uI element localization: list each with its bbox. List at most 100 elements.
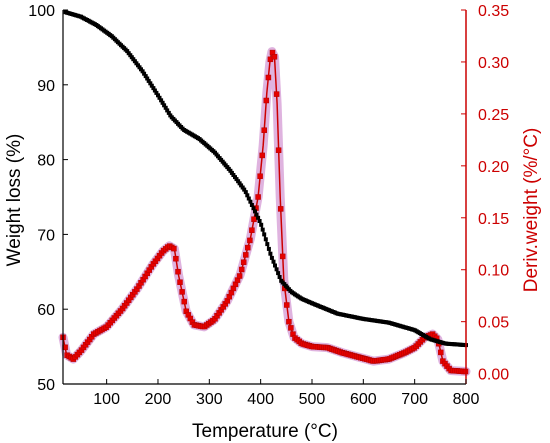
weight-point xyxy=(242,187,247,192)
x-tick-label: 300 xyxy=(196,391,223,408)
weight-point xyxy=(157,95,162,100)
weight-point xyxy=(276,271,281,276)
weight-point xyxy=(248,199,253,204)
y-left-tick-label: 100 xyxy=(28,3,55,20)
weight-point xyxy=(256,215,261,220)
derivative-point xyxy=(259,152,265,159)
x-tick-label: 700 xyxy=(401,391,428,408)
weight-point xyxy=(251,206,256,211)
derivative-point xyxy=(181,298,187,305)
weight-point xyxy=(160,100,165,105)
derivative-point xyxy=(273,91,280,97)
y-right-tick-label: 0.25 xyxy=(478,107,509,124)
y-right-tick-label: 0.35 xyxy=(478,3,509,20)
weight-point xyxy=(231,173,236,177)
weight-point xyxy=(142,71,147,76)
weight-point xyxy=(268,251,273,256)
x-tick-label: 800 xyxy=(453,391,480,408)
weight-point xyxy=(263,237,268,242)
weight-point xyxy=(237,181,242,186)
weight-point xyxy=(240,185,245,190)
y-axis-right-title: Deriv.weight (%/°C) xyxy=(521,128,542,293)
derivative-point xyxy=(261,127,267,133)
derivative-point xyxy=(275,147,282,153)
derivative-point xyxy=(251,216,257,222)
weight-point xyxy=(145,76,150,81)
x-tick-label: 500 xyxy=(299,391,326,408)
weight-point xyxy=(245,193,250,198)
derivative-point xyxy=(238,266,245,273)
weight-point xyxy=(166,110,171,115)
weight-point xyxy=(156,93,160,98)
weight-point xyxy=(271,259,276,264)
derivative-point xyxy=(265,74,272,81)
derivative-point xyxy=(240,259,247,265)
weight-point xyxy=(234,177,239,182)
weight-point xyxy=(239,183,244,188)
y-axis-left-title: Weight loss (%) xyxy=(4,134,25,267)
x-tick-label: 200 xyxy=(145,391,172,408)
weight-point xyxy=(266,246,271,251)
y-right-tick-label: 0.20 xyxy=(478,159,509,176)
weight-point xyxy=(260,227,265,232)
weight-point xyxy=(259,222,264,227)
weight-point xyxy=(257,219,262,223)
weight-point xyxy=(151,86,156,91)
x-tick-label: 100 xyxy=(93,391,120,408)
derivative-point xyxy=(245,244,251,251)
weight-point xyxy=(140,69,145,74)
derivative-point xyxy=(263,97,270,104)
derivative-point xyxy=(277,206,284,212)
derivative-point xyxy=(249,227,255,233)
derivative-point xyxy=(173,255,179,262)
x-axis-title: Temperature (°C) xyxy=(192,421,338,442)
derivative-point xyxy=(286,318,292,325)
weight-point xyxy=(125,49,130,54)
derivative-point xyxy=(279,253,286,260)
derivative-point xyxy=(179,289,185,295)
derivative-point xyxy=(257,173,263,179)
x-tick-label: 600 xyxy=(350,391,377,408)
weight-point xyxy=(148,81,153,86)
weight-point xyxy=(159,98,164,103)
derivative-point xyxy=(284,302,290,308)
weight-point xyxy=(162,103,167,108)
weight-point xyxy=(229,170,234,175)
weight-point xyxy=(152,88,157,93)
y-left-tick-label: 80 xyxy=(37,153,55,170)
derivative-point xyxy=(236,273,243,279)
weight-point xyxy=(143,74,148,79)
derivative-point xyxy=(243,252,249,258)
derivative-point xyxy=(255,194,261,200)
weight-point xyxy=(246,196,251,201)
weight-loss-series xyxy=(63,10,468,348)
weight-point xyxy=(243,190,248,195)
weight-point xyxy=(228,168,233,173)
axes: 100 200 300 400 500 600 700 800 50 60 70 80 90 100 0.0… xyxy=(28,3,509,408)
y-left-tick-label: 70 xyxy=(37,227,55,244)
weight-point xyxy=(154,90,159,95)
weight-point xyxy=(277,275,282,279)
derivative-point xyxy=(177,279,183,285)
weight-point xyxy=(269,255,274,260)
y-right-tick-label: 0.10 xyxy=(478,263,509,280)
derivative-series xyxy=(58,47,471,376)
weight-point xyxy=(254,212,259,217)
derivative-point xyxy=(438,349,444,356)
weight-point xyxy=(165,108,170,113)
derivative-point xyxy=(271,54,278,60)
weight-point xyxy=(132,59,137,64)
derivative-point xyxy=(171,245,177,252)
y-right-tick-label: 0.15 xyxy=(478,211,509,228)
x-tick-label: 400 xyxy=(247,391,274,408)
weight-point xyxy=(146,78,151,83)
y-left-tick-label: 50 xyxy=(37,377,55,394)
weight-point xyxy=(253,209,257,214)
y-left-tick-label: 60 xyxy=(37,302,55,319)
y-left-tick-label: 90 xyxy=(37,78,55,95)
y-right-tick-label: 0.30 xyxy=(478,55,509,72)
weight-point xyxy=(265,242,270,247)
derivative-point xyxy=(288,325,294,331)
weight-point xyxy=(163,105,168,110)
